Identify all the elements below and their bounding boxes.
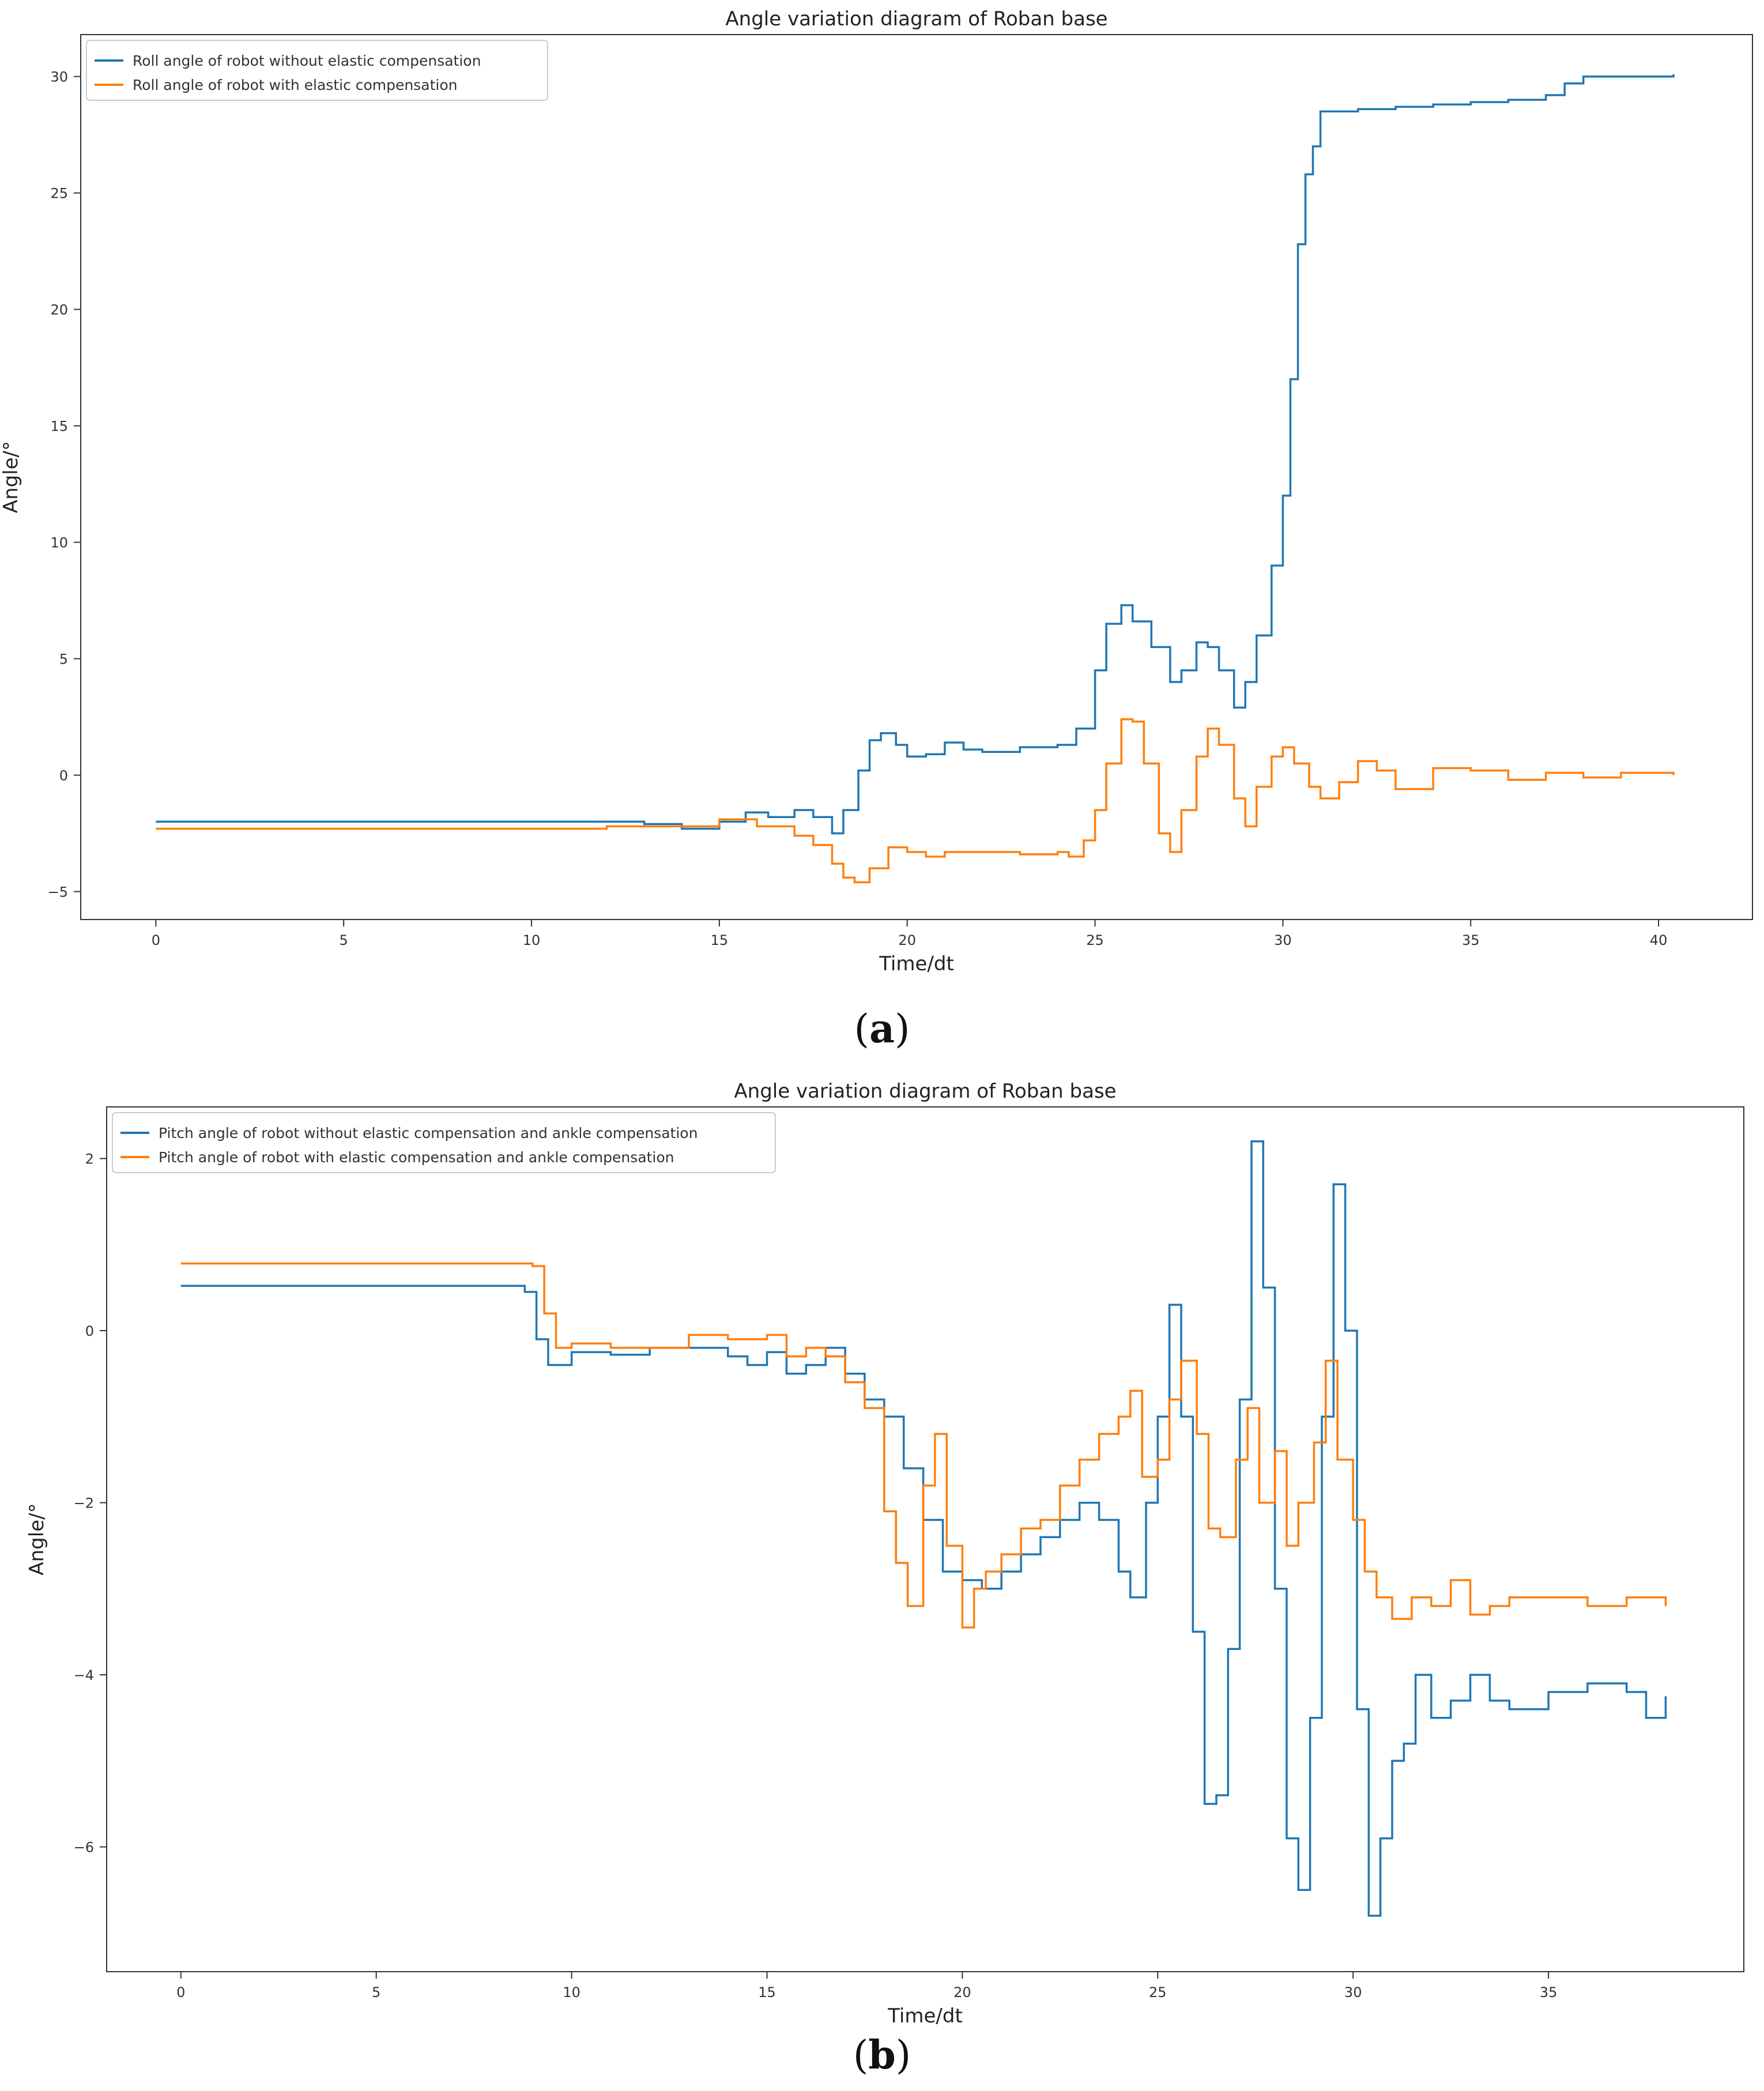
y-tick-label: −4 [74,1667,94,1683]
y-tick-label: 0 [85,1323,94,1339]
series-line-1 [180,1140,1667,1917]
x-tick-label: 0 [176,1984,185,2000]
y-tick-label: 30 [50,69,68,85]
chart-panel-a: Angle variation diagram of Roban base 0 5 1… [0,7,1753,1052]
series-line-1 [156,74,1675,835]
x-tick-label: 15 [758,1984,776,2000]
series-line-2 [180,1262,1667,1629]
x-tick-label: 15 [711,932,729,948]
x-tick-label: 20 [898,932,916,948]
x-tick-label: 0 [152,932,160,948]
x-tick-label: 40 [1650,932,1668,948]
legend-label: Pitch angle of robot without elastic com… [159,1125,698,1141]
plot-frame [80,34,1753,920]
caption-b: (b) [853,2032,911,2078]
caption-a: (a) [854,1006,910,1052]
y-tick-label: 5 [59,651,68,668]
y-tick-label: 2 [85,1151,94,1167]
x-tick-label: 10 [563,1984,581,2000]
y-tick-label: 10 [50,535,68,551]
legend-label: Roll angle of robot without elastic comp… [133,52,481,69]
x-axis-label: Time/dt [879,952,954,975]
y-tick-label: 15 [50,419,68,435]
chart-title: Angle variation diagram of Roban base [725,7,1107,31]
legend-label: Roll angle of robot with elastic compens… [133,77,458,93]
y-tick-label: 0 [59,768,68,784]
y-tick-label: −6 [74,1840,94,1856]
legend-box [112,1112,776,1173]
y-axis-label: Angle/° [0,441,22,513]
legend-box [86,40,548,101]
plot-frame [106,1106,1744,1972]
x-tick-label: 5 [340,932,348,948]
chart-panel-b: Angle variation diagram of Roban base 0 5 1… [0,1072,1764,2091]
x-tick-label: 35 [1540,1984,1558,2000]
caption-letter-a: a [869,1006,895,1052]
x-tick-label: 25 [1149,1984,1167,2000]
y-tick-label: 20 [50,302,68,318]
series-line-2 [156,718,1675,884]
y-tick-label: 25 [50,186,68,202]
x-tick-label: 10 [523,932,541,948]
pitch-angle-chart: Angle variation diagram of Roban base 0 5 1… [25,1080,1744,2028]
caption-letter-b: b [868,2032,896,2078]
y-tick-label: −5 [48,884,68,901]
roll-angle-chart: Angle variation diagram of Roban base 0 5 1… [0,7,1753,975]
x-tick-label: 25 [1086,932,1104,948]
y-axis-label: Angle/° [25,1503,48,1575]
chart-title: Angle variation diagram of Roban base [734,1080,1116,1103]
x-axis-label: Time/dt [887,2005,963,2028]
x-tick-label: 30 [1344,1984,1362,2000]
legend-label: Pitch angle of robot with elastic compen… [159,1149,674,1166]
x-tick-label: 30 [1274,932,1292,948]
x-tick-label: 35 [1462,932,1480,948]
x-tick-label: 5 [372,1984,380,2000]
y-tick-label: −2 [74,1495,94,1512]
x-tick-label: 20 [953,1984,971,2000]
